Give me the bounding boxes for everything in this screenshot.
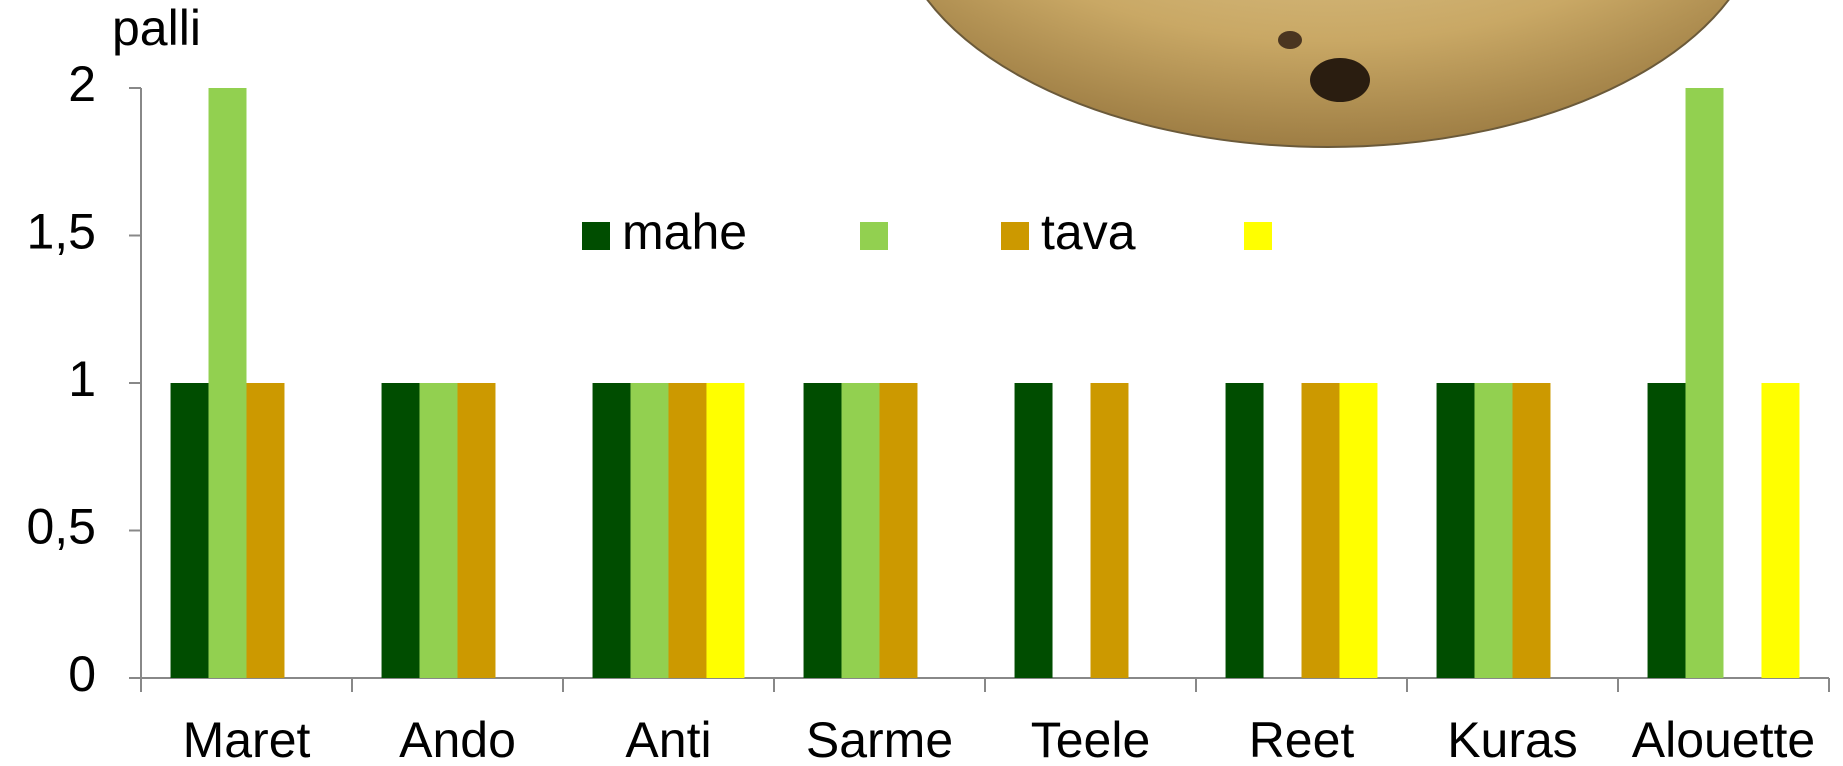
bar (171, 383, 209, 678)
x-tick-label: Kuras (1447, 712, 1578, 766)
legend-label: mahe (622, 204, 747, 260)
bar (209, 88, 247, 678)
potato-spot (1310, 58, 1370, 102)
x-tick-label: Sarme (806, 712, 953, 766)
bar (706, 383, 744, 678)
x-tick-label: Maret (183, 712, 311, 766)
legend-swatch (582, 222, 610, 250)
bar (1475, 383, 1513, 678)
y-tick-label: 1 (68, 351, 96, 407)
bar (1437, 383, 1475, 678)
y-tick-label: 1,5 (26, 204, 96, 260)
bar (1091, 383, 1129, 678)
bar (880, 383, 918, 678)
y-tick-label: 2 (68, 56, 96, 112)
y-tick-label: 0,5 (26, 499, 96, 555)
bar (1015, 383, 1053, 678)
chart: palli 0 0,5 1 1,5 2 Maret Ando Anti Sarme Teele Re… (0, 0, 1843, 766)
bar (842, 383, 880, 678)
legend-swatch (860, 222, 888, 250)
bar (669, 383, 707, 678)
x-tick-label: Teele (1031, 712, 1151, 766)
bar (1302, 383, 1340, 678)
bar (1226, 383, 1264, 678)
legend-swatch (1244, 222, 1272, 250)
bar (593, 383, 631, 678)
bar (420, 383, 458, 678)
bar (1339, 383, 1377, 678)
y-tick-label: 0 (68, 646, 96, 702)
potato-spot (1278, 31, 1302, 49)
bar (804, 383, 842, 678)
bar (1513, 383, 1551, 678)
bar (1648, 383, 1686, 678)
bar (1686, 88, 1724, 678)
x-tick-label: Reet (1249, 712, 1355, 766)
x-tick-label: Alouette (1632, 712, 1815, 766)
bar (1761, 383, 1799, 678)
x-tick-label: Ando (399, 712, 516, 766)
bar (382, 383, 420, 678)
legend-label: tava (1041, 204, 1136, 260)
bar (631, 383, 669, 678)
bar (247, 383, 285, 678)
x-tick-label: Anti (625, 712, 711, 766)
bar (458, 383, 496, 678)
legend-swatch (1001, 222, 1029, 250)
y-axis-label: palli (112, 0, 201, 56)
